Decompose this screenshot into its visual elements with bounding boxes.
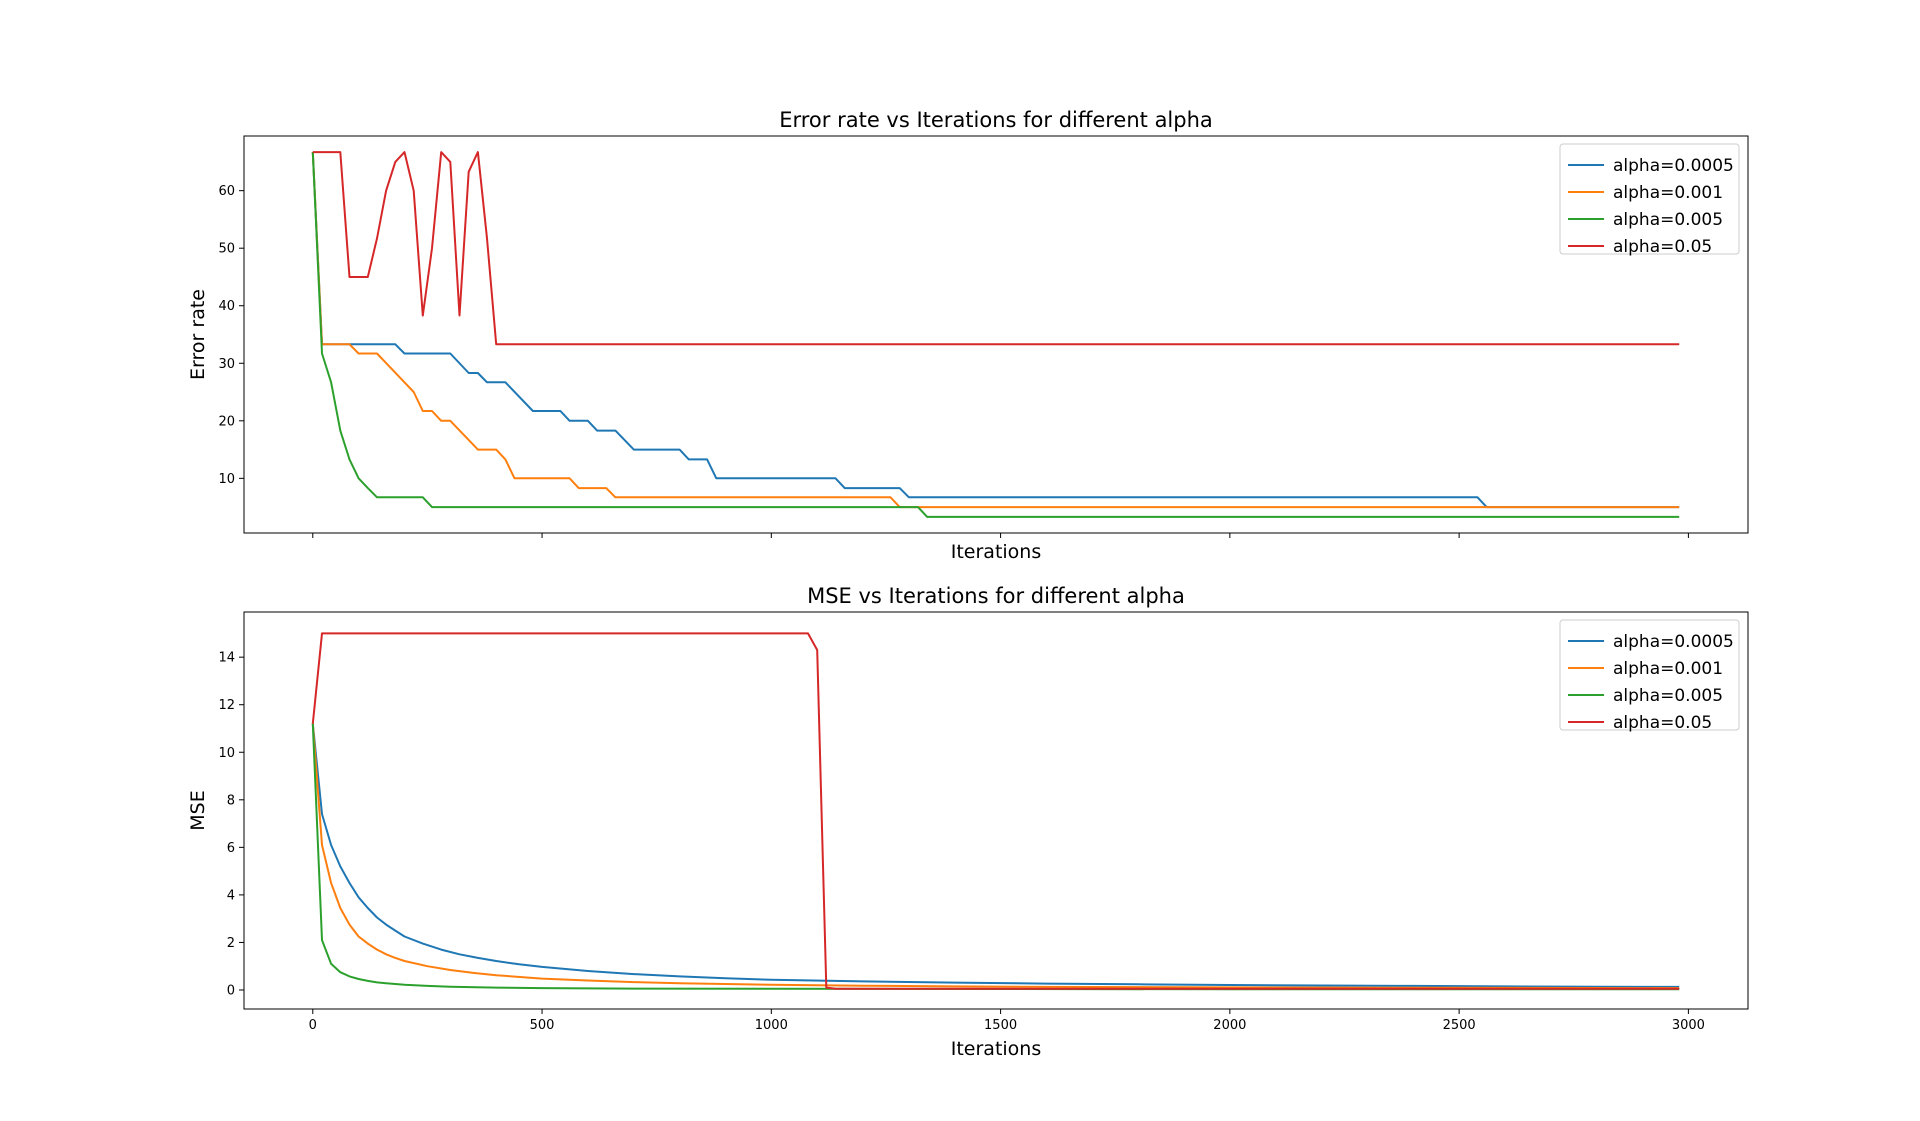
y-tick-label: 8 <box>227 793 235 808</box>
legend-label: alpha=0.0005 <box>1613 156 1734 176</box>
series-line-alpha=0.005 <box>311 723 1680 991</box>
legend-label: alpha=0.001 <box>1613 659 1723 679</box>
legend-label: alpha=0.001 <box>1613 183 1723 203</box>
y-tick-label: 2 <box>227 936 235 951</box>
y-tick-label: 0 <box>227 983 235 998</box>
y-tick-label: 10 <box>218 746 235 761</box>
y-tick-label: 6 <box>227 841 235 856</box>
legend: alpha=0.0005 alpha=0.001 alpha=0.005 alpha=… <box>1559 143 1740 257</box>
y-tick-label: 10 <box>218 472 235 487</box>
legend: alpha=0.0005 alpha=0.001 alpha=0.005 alpha=… <box>1559 619 1740 733</box>
y-tick-label: 20 <box>218 414 235 429</box>
x-tick-label: 1500 <box>984 1018 1017 1033</box>
plot-frame <box>243 611 1749 1010</box>
series-line-alpha=0.005 <box>311 152 1680 518</box>
x-tick-label: 2500 <box>1443 1018 1476 1033</box>
series-line-alpha=0.05 <box>312 151 1680 346</box>
y-tick-label: 14 <box>218 651 235 666</box>
y-tick-label: 50 <box>218 242 235 257</box>
y-tick-label: 60 <box>218 184 235 199</box>
series-line-alpha=0.001 <box>311 152 1680 509</box>
x-tick-label: 2000 <box>1213 1018 1246 1033</box>
y-tick-label: 12 <box>218 698 235 713</box>
series-line-alpha=0.05 <box>311 632 1680 990</box>
y-tick-label: 30 <box>218 357 235 372</box>
series-line-alpha=0.0005 <box>311 152 1680 509</box>
legend-box <box>1559 619 1740 731</box>
legend-label: alpha=0.05 <box>1613 237 1712 257</box>
y-axis-label: MSE <box>187 790 209 830</box>
legend-label: alpha=0.05 <box>1613 713 1712 733</box>
x-tick-label: 1000 <box>755 1018 788 1033</box>
legend-label: alpha=0.005 <box>1613 210 1723 230</box>
chart-title: Error rate vs Iterations for different a… <box>779 108 1213 132</box>
x-axis-label: Iterations <box>951 1038 1042 1060</box>
y-tick-label: 40 <box>218 299 235 314</box>
x-tick-label: 3000 <box>1672 1018 1705 1033</box>
y-axis-label: Error rate <box>187 289 209 380</box>
plot-frame <box>243 135 1749 534</box>
legend-box <box>1559 143 1740 255</box>
legend-label: alpha=0.005 <box>1613 686 1723 706</box>
series-line-alpha=0.001 <box>311 723 1680 990</box>
chart-title: MSE vs Iterations for different alpha <box>807 584 1185 608</box>
x-tick-label: 0 <box>309 1018 317 1033</box>
y-tick-label: 4 <box>227 888 235 903</box>
legend-label: alpha=0.0005 <box>1613 632 1734 652</box>
x-axis-label: Iterations <box>951 541 1042 563</box>
series-line-alpha=0.0005 <box>311 723 1680 988</box>
x-tick-label: 500 <box>530 1018 555 1033</box>
